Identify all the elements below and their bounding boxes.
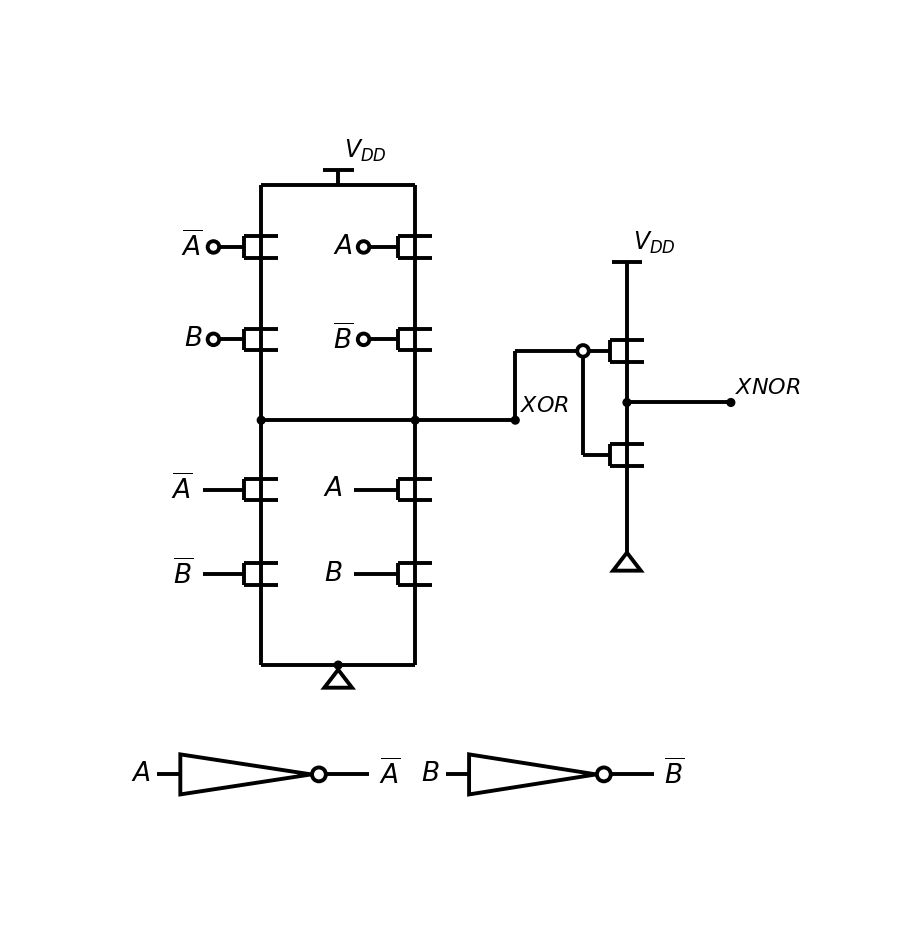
Circle shape (258, 416, 265, 424)
Text: $XNOR$: $XNOR$ (734, 378, 800, 398)
Text: $\overline{A}$: $\overline{A}$ (379, 759, 400, 790)
Text: $\overline{B}$: $\overline{B}$ (173, 559, 193, 590)
Circle shape (412, 416, 419, 424)
Circle shape (334, 661, 342, 669)
Circle shape (512, 416, 519, 424)
Text: $\overline{A}$: $\overline{A}$ (171, 474, 193, 505)
Circle shape (596, 768, 611, 782)
Circle shape (727, 398, 734, 407)
Circle shape (578, 345, 589, 356)
Circle shape (312, 768, 326, 782)
Text: $\overline{A}$: $\overline{A}$ (181, 232, 203, 263)
Circle shape (207, 334, 219, 345)
Text: $A$: $A$ (132, 761, 151, 787)
Circle shape (358, 334, 369, 345)
Text: $V_{DD}$: $V_{DD}$ (344, 137, 387, 164)
Circle shape (207, 241, 219, 252)
Text: $A$: $A$ (323, 477, 342, 502)
Circle shape (623, 398, 631, 407)
Text: $\overline{B}$: $\overline{B}$ (332, 324, 353, 354)
Text: $\overline{B}$: $\overline{B}$ (664, 759, 684, 790)
Text: $B$: $B$ (184, 326, 203, 352)
Text: $A$: $A$ (333, 234, 353, 260)
Text: $XOR$: $XOR$ (520, 396, 569, 415)
Text: $B$: $B$ (422, 761, 440, 787)
Circle shape (358, 241, 369, 252)
Text: $B$: $B$ (324, 561, 342, 587)
Text: $V_{DD}$: $V_{DD}$ (633, 230, 676, 256)
